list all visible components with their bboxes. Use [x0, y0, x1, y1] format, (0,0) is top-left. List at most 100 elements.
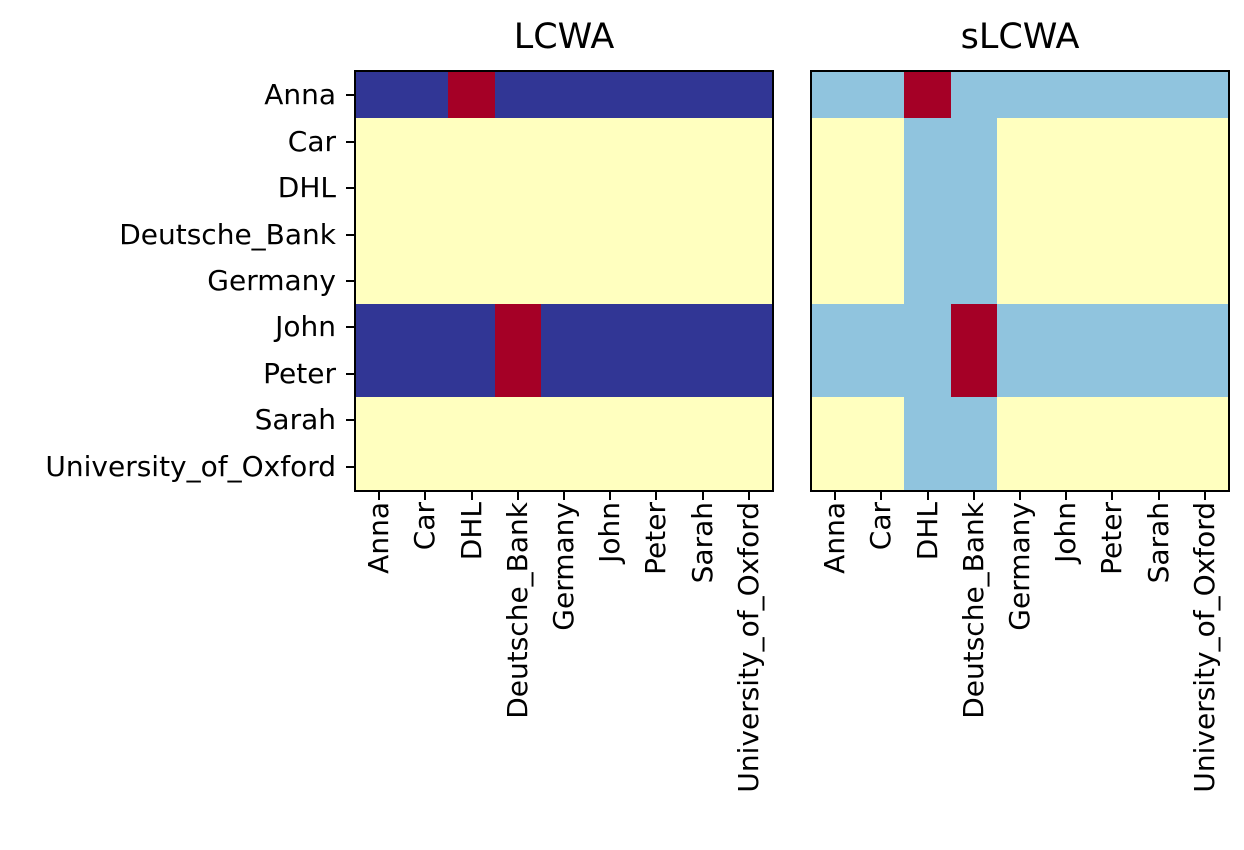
x-tick-mark	[516, 492, 519, 500]
heatmap-cell	[587, 350, 634, 398]
heatmap-cell	[1043, 257, 1090, 305]
heatmap-cell	[725, 443, 772, 490]
heatmap-cell	[540, 164, 588, 212]
heatmap-cell	[812, 72, 859, 119]
heatmap-cell	[540, 304, 588, 351]
heatmap-cell	[996, 304, 1044, 351]
y-tick-label: University_of_Oxford	[45, 449, 336, 483]
heatmap-cell	[1135, 257, 1182, 305]
heatmap-cell	[633, 257, 680, 305]
heatmap-cell	[996, 72, 1044, 119]
heatmap-cell	[1089, 397, 1136, 444]
heatmap-cell	[356, 164, 403, 212]
heatmap-cell	[950, 397, 997, 444]
heatmap-cell	[812, 304, 859, 351]
heatmap-cell	[356, 257, 403, 305]
x-tick-mark	[880, 492, 883, 500]
x-tick-mark	[655, 492, 658, 500]
heatmap-cell	[1181, 350, 1228, 398]
heatmap-cell	[1043, 72, 1090, 119]
heatmap-cell	[996, 397, 1044, 444]
heatmap-cell	[402, 397, 449, 444]
heatmap-cell	[858, 118, 905, 165]
heatmap-cell	[448, 118, 495, 165]
heatmap-cell	[587, 304, 634, 351]
heatmap-cell	[904, 350, 951, 398]
heatmap-cell	[1089, 350, 1136, 398]
heatmap-cell	[725, 257, 772, 305]
x-tick-mark	[701, 492, 704, 500]
x-tick-label: Anna	[818, 502, 852, 574]
y-tick-mark	[346, 419, 354, 422]
y-tick-mark	[346, 233, 354, 236]
heatmap-cell	[725, 164, 772, 212]
heatmap-cell	[1043, 443, 1090, 490]
x-tick-label: Peter	[1095, 502, 1129, 575]
heatmap-cell	[904, 211, 951, 258]
heatmap-cell	[494, 304, 541, 351]
heatmap-cell	[679, 72, 726, 119]
heatmap-cell	[1089, 304, 1136, 351]
x-tick-label: University_of_Oxford	[731, 502, 765, 793]
heatmap-cell	[448, 350, 495, 398]
heatmap-cell	[1181, 211, 1228, 258]
heatmap-cell	[858, 304, 905, 351]
x-tick-label: Deutsche_Bank	[500, 502, 534, 719]
heatmap-cell	[858, 164, 905, 212]
heatmap-cell	[858, 211, 905, 258]
x-tick-label: John	[1049, 502, 1083, 563]
heatmap-slcwa	[810, 70, 1230, 492]
x-tick-mark	[1019, 492, 1021, 500]
heatmap-cell	[904, 72, 951, 119]
heatmap-cell	[633, 443, 680, 490]
x-tick-mark	[1111, 492, 1114, 500]
heatmap-cell	[1043, 211, 1090, 258]
x-tick-mark	[470, 492, 473, 500]
heatmap-cell	[633, 164, 680, 212]
heatmap-cell	[812, 211, 859, 258]
y-tick-label: Anna	[264, 78, 336, 112]
heatmap-cell	[1181, 72, 1228, 119]
heatmap-cell	[858, 257, 905, 305]
heatmap-cell	[1089, 211, 1136, 258]
heatmap-cell	[356, 350, 403, 398]
heatmap-lcwa	[354, 70, 774, 492]
heatmap-cell	[996, 211, 1044, 258]
heatmap-cell	[725, 72, 772, 119]
heatmap-cell	[587, 397, 634, 444]
y-tick-label: John	[275, 310, 336, 344]
y-tick-mark	[346, 326, 354, 329]
title-slcwa: sLCWA	[960, 17, 1080, 57]
heatmap-cell	[540, 443, 588, 490]
y-tick-label: Deutsche_Bank	[119, 217, 336, 251]
x-tick-label: Anna	[362, 502, 396, 574]
heatmap-cell	[448, 72, 495, 119]
x-tick-label: Germany	[547, 502, 580, 631]
y-tick-label: DHL	[277, 171, 336, 205]
heatmap-cell	[904, 257, 951, 305]
heatmap-cell	[1135, 211, 1182, 258]
heatmap-cell	[904, 397, 951, 444]
heatmap-cell	[725, 211, 772, 258]
heatmap-cell	[587, 164, 634, 212]
heatmap-cell	[448, 304, 495, 351]
heatmap-cell	[950, 443, 997, 490]
heatmap-cell	[858, 443, 905, 490]
x-tick-mark	[926, 492, 929, 500]
heatmap-cell	[1181, 118, 1228, 165]
heatmap-cell	[356, 211, 403, 258]
heatmap-cell	[904, 118, 951, 165]
heatmap-cell	[950, 118, 997, 165]
heatmap-cell	[633, 350, 680, 398]
x-tick-label: DHL	[454, 502, 488, 561]
y-tick-label: Germany	[207, 264, 336, 297]
heatmap-cell	[904, 443, 951, 490]
x-tick-label: DHL	[910, 502, 944, 561]
y-tick-mark	[346, 372, 354, 375]
heatmap-cell	[1181, 397, 1228, 444]
heatmap-cell	[996, 443, 1044, 490]
heatmap-cell	[448, 257, 495, 305]
x-tick-mark	[1157, 492, 1160, 500]
y-tick-mark	[346, 280, 354, 282]
x-tick-label: University_of_Oxford	[1187, 502, 1221, 793]
